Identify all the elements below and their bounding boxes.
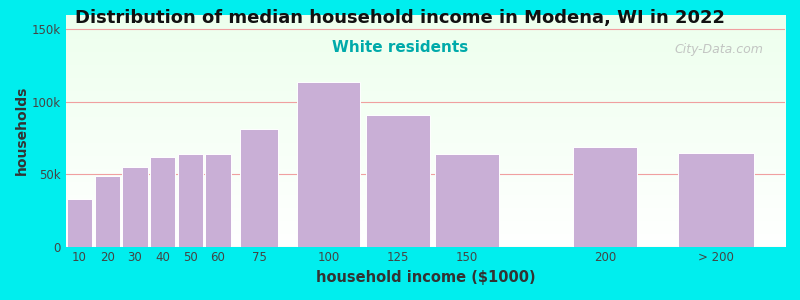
Bar — [678, 152, 754, 247]
Text: White residents: White residents — [332, 40, 468, 56]
Bar — [240, 129, 278, 247]
Bar — [67, 199, 92, 247]
Text: City-Data.com: City-Data.com — [674, 43, 763, 56]
Bar — [435, 154, 498, 247]
Bar — [574, 147, 637, 247]
Bar — [366, 115, 430, 247]
Bar — [150, 157, 175, 247]
Bar — [205, 154, 230, 247]
Bar — [94, 176, 120, 247]
Bar — [178, 154, 203, 247]
Y-axis label: households: households — [15, 86, 29, 176]
Bar — [297, 82, 360, 247]
X-axis label: household income ($1000): household income ($1000) — [315, 270, 535, 285]
Bar — [122, 167, 148, 247]
Text: Distribution of median household income in Modena, WI in 2022: Distribution of median household income … — [75, 9, 725, 27]
